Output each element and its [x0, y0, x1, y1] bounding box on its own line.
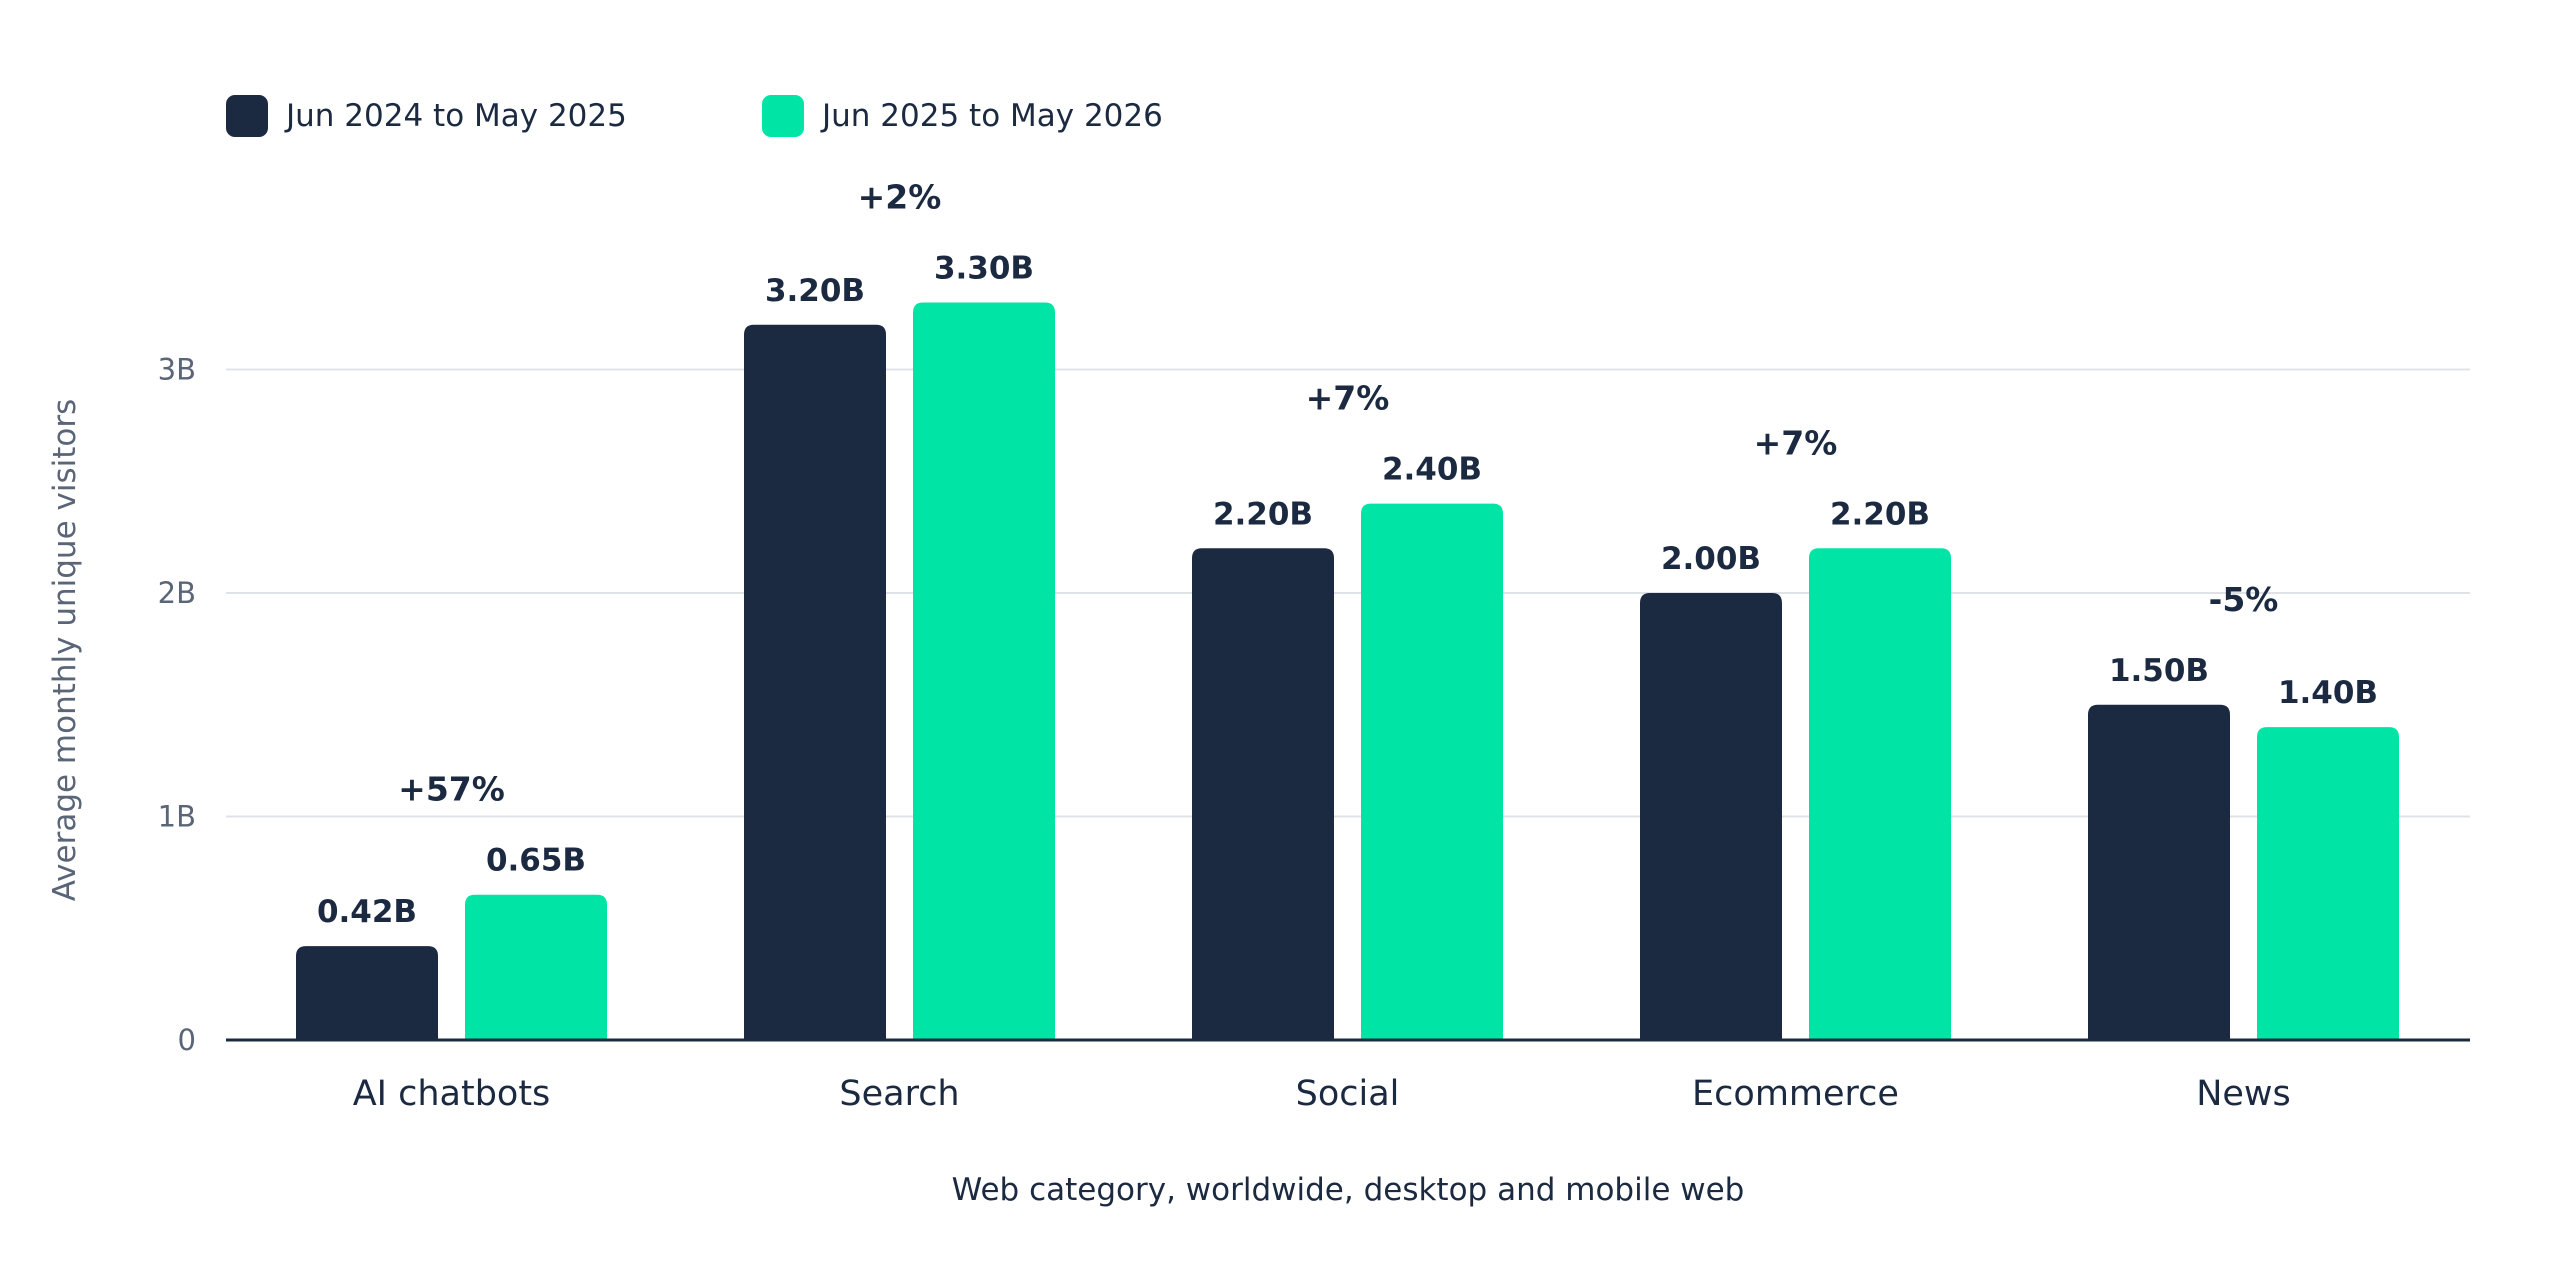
- y-axis-title: Average monthly unique visitors: [47, 399, 83, 901]
- data-label: 2.20B: [1830, 496, 1930, 532]
- legend-swatch-series-2: [762, 95, 804, 137]
- bar-social-series-2: [1361, 503, 1503, 1041]
- bar-search-series-2: [913, 302, 1055, 1040]
- change-label: +7%: [1306, 379, 1390, 418]
- legend-label-series-2: Jun 2025 to May 2026: [822, 98, 1163, 134]
- legend-swatch-series-1: [226, 95, 268, 137]
- change-label: +57%: [398, 770, 505, 809]
- change-label: +2%: [858, 177, 942, 216]
- data-label: 3.20B: [765, 273, 865, 309]
- x-axis-title: Web category, worldwide, desktop and mob…: [952, 1172, 1745, 1208]
- bar-search-series-1: [744, 324, 886, 1040]
- x-tick-label: Ecommerce: [1692, 1074, 1899, 1114]
- data-label: 2.20B: [1213, 496, 1313, 532]
- y-tick-label: 0: [178, 1023, 196, 1057]
- x-tick-label: Search: [839, 1074, 959, 1114]
- bar-ai-chatbots-series-1: [296, 946, 438, 1040]
- y-tick-label: 1B: [158, 800, 196, 834]
- change-label: -5%: [2209, 580, 2279, 619]
- x-tick-label: Social: [1296, 1074, 1400, 1114]
- data-label: 2.00B: [1661, 541, 1761, 577]
- bar-social-series-1: [1192, 548, 1334, 1040]
- legend-item-series-2: Jun 2025 to May 2026: [762, 94, 1163, 138]
- change-label: +7%: [1754, 423, 1838, 462]
- bar-ecommerce-series-2: [1809, 548, 1951, 1040]
- bar-news-series-2: [2257, 727, 2399, 1040]
- x-tick-label: News: [2196, 1074, 2291, 1114]
- bar-ecommerce-series-1: [1640, 593, 1782, 1040]
- bar-news-series-1: [2088, 704, 2230, 1040]
- data-label: 0.65B: [486, 843, 586, 879]
- bar-ai-chatbots-series-2: [465, 894, 607, 1040]
- data-label: 1.50B: [2109, 653, 2209, 689]
- data-label: 1.40B: [2278, 675, 2378, 711]
- data-label: 3.30B: [934, 250, 1034, 286]
- x-tick-label: AI chatbots: [353, 1074, 551, 1114]
- legend-item-series-1: Jun 2024 to May 2025: [226, 94, 627, 138]
- data-label: 0.42B: [317, 894, 417, 930]
- y-tick-label: 2B: [158, 576, 196, 610]
- y-tick-label: 3B: [158, 353, 196, 387]
- data-label: 2.40B: [1382, 452, 1482, 488]
- legend-label-series-1: Jun 2024 to May 2025: [286, 98, 627, 134]
